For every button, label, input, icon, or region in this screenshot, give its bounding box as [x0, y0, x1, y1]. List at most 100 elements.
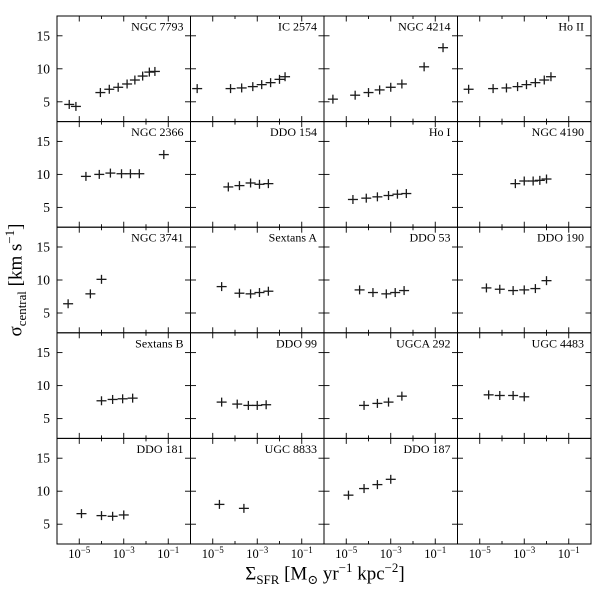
data-point: [374, 85, 385, 95]
panel-ugc-8833: UGC 8833: [190, 437, 325, 545]
panel-ic-2574: IC 2574: [190, 15, 325, 123]
data-point: [354, 285, 365, 295]
data-point: [118, 510, 129, 520]
data-point: [521, 80, 532, 90]
panel-ugca-292: UGCA 292: [323, 332, 458, 439]
y-tick-label: 5: [43, 94, 50, 109]
x-tick-label: 10−1: [424, 545, 446, 561]
y-tick-label: 10: [37, 273, 51, 288]
data-point: [125, 169, 136, 179]
panel-title: IC 2574: [278, 20, 317, 34]
panel-ddo-181: DDO 181: [56, 437, 191, 545]
x-axis-label: ΣSFR [M⊙ yr−1 kpc−2]: [245, 559, 405, 588]
data-point: [263, 179, 274, 189]
data-point: [399, 286, 410, 296]
data-point: [223, 182, 234, 192]
panel-title: DDO 181: [137, 442, 184, 456]
data-point: [127, 393, 138, 403]
data-point: [245, 289, 256, 299]
data-point: [149, 66, 160, 76]
y-tick-label: 15: [37, 345, 51, 360]
data-point: [385, 82, 396, 92]
data-point: [383, 397, 394, 407]
y-tick-label: 15: [37, 240, 51, 255]
y-tick-label: 15: [37, 134, 51, 149]
panel-ngc-3741: NGC 3741: [56, 226, 191, 334]
data-point: [372, 398, 383, 408]
panel-title: DDO 99: [276, 336, 317, 350]
data-point: [137, 71, 148, 81]
data-point: [519, 392, 530, 402]
x-tick-label: 10−1: [157, 545, 179, 561]
data-point: [263, 286, 274, 296]
x-tick-label: 10−5: [68, 545, 91, 561]
data-point: [104, 84, 115, 94]
x-tick-label: 10−3: [113, 545, 136, 561]
data-point: [95, 88, 106, 98]
data-point: [396, 79, 407, 89]
panel-ddo-53: DDO 53: [323, 226, 458, 334]
data-point: [327, 94, 338, 104]
panel-title: Sextans A: [269, 231, 318, 245]
data-point: [363, 88, 374, 98]
data-point: [243, 400, 254, 410]
data-point: [488, 84, 499, 94]
panel-title: Ho I: [429, 125, 451, 139]
data-point: [361, 193, 372, 203]
data-point: [350, 90, 361, 100]
data-point: [113, 82, 124, 92]
data-point: [232, 399, 243, 409]
x-tick-label: 10−1: [558, 545, 580, 561]
y-tick-label: 10: [37, 61, 51, 76]
data-point: [192, 84, 203, 94]
data-point: [530, 78, 541, 88]
data-point: [234, 181, 245, 191]
data-point: [274, 74, 285, 84]
data-point: [519, 176, 530, 186]
panel-ddo-190: DDO 190: [457, 226, 592, 334]
data-point: [96, 511, 107, 521]
data-point: [117, 394, 128, 404]
data-point: [481, 283, 492, 293]
y-tick-label: 5: [43, 411, 50, 426]
panel-title: DDO 53: [410, 231, 451, 245]
data-point: [539, 75, 550, 85]
y-axis-label: σcentral [km s−1]: [1, 223, 30, 337]
data-point: [265, 78, 276, 88]
panel-title: UGCA 292: [396, 336, 450, 350]
data-point: [105, 168, 116, 178]
data-point: [512, 82, 523, 92]
data-point: [438, 43, 449, 53]
panel-title: NGC 4214: [398, 20, 450, 34]
data-point: [510, 179, 521, 189]
data-point: [367, 288, 378, 298]
panel-title: NGC 4190: [532, 125, 584, 139]
panel-frame: [457, 437, 592, 545]
data-point: [501, 83, 512, 93]
panel-empty: [457, 437, 592, 545]
data-point: [541, 276, 552, 286]
data-point: [107, 394, 118, 404]
data-point: [64, 99, 75, 109]
x-tick-label: 10−3: [513, 545, 536, 561]
y-tick-label: 10: [37, 167, 51, 182]
x-tick-label: 10−1: [291, 545, 313, 561]
panel-title: UGC 4483: [532, 336, 584, 350]
panel-ddo-99: DDO 99: [190, 332, 325, 439]
panel-title: DDO 187: [404, 442, 451, 456]
data-point: [236, 83, 247, 93]
y-tick-label: 10: [37, 484, 51, 499]
data-point: [238, 503, 249, 513]
panel-ngc-2366: NGC 2366: [56, 121, 191, 228]
data-point: [144, 67, 155, 77]
panel-sextans-a: Sextans A: [190, 226, 325, 334]
data-point: [545, 72, 556, 82]
data-point: [80, 171, 91, 181]
y-tick-label: 15: [37, 451, 51, 466]
panel-ngc-7793: NGC 7793: [56, 15, 191, 123]
panel-ngc-4214: NGC 4214: [323, 15, 458, 123]
data-point: [85, 289, 96, 299]
panel-ugc-4483: UGC 4483: [457, 332, 592, 439]
